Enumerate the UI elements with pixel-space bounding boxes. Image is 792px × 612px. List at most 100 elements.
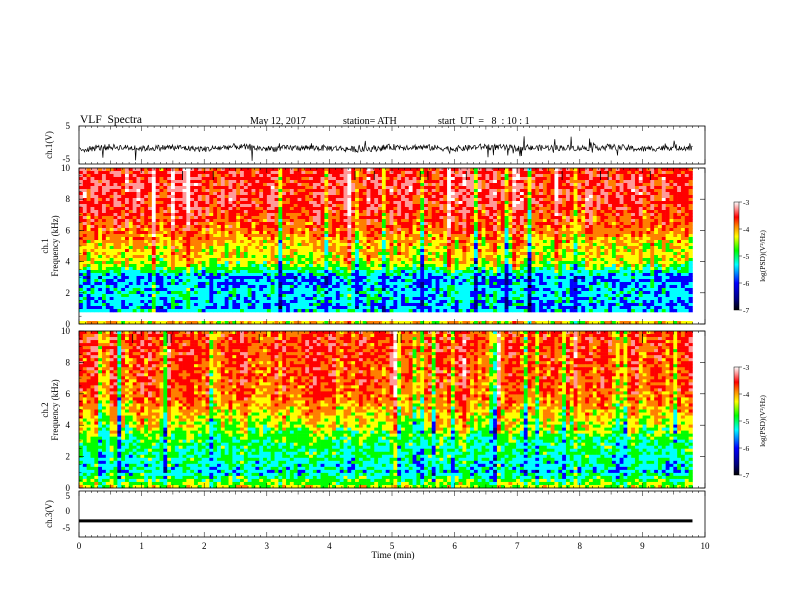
ch1-psd-cell (385, 222, 390, 226)
ch1-psd-cell (427, 222, 433, 226)
ch1-psd-cell (680, 213, 686, 217)
ch1-psd-cell (546, 246, 551, 250)
ch1-psd-cell (102, 183, 107, 187)
ch1-psd-cell (132, 240, 137, 244)
ch1-psd-cell (412, 180, 417, 184)
ch1-psd-cell (213, 234, 218, 238)
ch1-psd-cell (389, 231, 394, 235)
ch1-psd-cell (320, 201, 325, 205)
ch1-psd-cell (293, 255, 298, 259)
ch1-psd-cell (255, 216, 260, 220)
ch1-psd-cell (508, 234, 513, 238)
ch1-psd-cell (316, 240, 321, 244)
ch1-psd-cell (136, 180, 141, 184)
ch1-psd-cell (117, 243, 122, 247)
ch1-psd-cell (278, 255, 283, 259)
ch1-psd-cell (324, 246, 329, 250)
ch1-psd-cell (416, 243, 421, 247)
ch1-psd-cell (274, 255, 279, 259)
ch1-psd-cell (424, 207, 429, 211)
ch1-psd-cell (197, 198, 202, 202)
ch1-psd-cell (673, 189, 678, 193)
ch1-psd-cell (297, 252, 302, 256)
ch1-psd-cell (608, 168, 613, 172)
ch1-psd-cell (408, 225, 413, 229)
ch1-psd-cell (362, 168, 367, 172)
ch1-psd-cell (178, 171, 183, 175)
ch1-psd-cell (286, 192, 291, 196)
ch1-psd-cell (481, 255, 486, 259)
ch1-psd-cell (335, 222, 341, 226)
ch1-psd-cell (542, 183, 548, 187)
ch1-psd-cell (558, 168, 563, 172)
ch1-psd-cell (282, 222, 287, 226)
ch1-psd-cell (531, 195, 536, 199)
ch1-psd-cell (109, 216, 114, 220)
ch1-psd-cell (573, 255, 578, 259)
ch1-psd-cell (404, 189, 410, 193)
ch1-psd-cell (247, 201, 252, 205)
ch1-psd-cell (431, 189, 436, 193)
ch1-psd-cell (140, 213, 145, 217)
ch1-psd-cell (209, 255, 214, 259)
ch1-psd-cell (657, 177, 663, 181)
ch1-psd-cell (604, 249, 609, 253)
ch1-psd-cell (531, 252, 536, 256)
ch1-psd-cell (155, 252, 160, 256)
ch1-psd-cell (496, 189, 502, 193)
ch1-psd-cell (316, 225, 321, 229)
ch1-psd-cell (638, 186, 643, 190)
ch1-psd-cell (167, 234, 172, 238)
ch1-psd-cell (266, 180, 272, 184)
ch1-psd-cell (190, 234, 195, 238)
ch1-psd-cell (527, 183, 532, 187)
ch1-psd-cell (213, 222, 218, 226)
ch1-psd-cell (458, 204, 463, 208)
ch1-psd-cell (485, 195, 490, 199)
ch1-psd-cell (401, 180, 406, 184)
ch1-psd-cell (370, 207, 375, 211)
ch1-psd-cell (608, 177, 613, 181)
ch1-psd-cell (408, 186, 413, 190)
ch1-psd-cell (688, 240, 693, 244)
ch1-psd-cell (332, 243, 337, 247)
ch1-psd-cell (669, 228, 674, 232)
ch1-psd-cell (600, 201, 605, 205)
ch1-psd-cell (266, 198, 272, 202)
ch1-psd-cell (550, 252, 555, 256)
ch1-psd-cell (343, 216, 348, 220)
ch1-psd-cell (684, 195, 689, 199)
ch1-psd-cell (278, 246, 283, 250)
ch1-psd-cell (615, 234, 620, 238)
ch1-psd-cell (665, 192, 670, 196)
ch1-psd-cell (240, 189, 245, 193)
ch1-psd-cell (619, 189, 624, 193)
ch1-psd-cell (512, 246, 517, 250)
ch1-psd-cell (420, 183, 425, 187)
ch1-psd-cell (581, 210, 586, 214)
ch1-psd-cell (435, 252, 440, 256)
ch1-psd-cell (155, 213, 160, 217)
ch1-psd-cell (297, 246, 302, 250)
ch1-psd-cell (98, 186, 103, 190)
ch1-psd-cell (669, 222, 674, 226)
ch1-psd-cell (339, 255, 344, 259)
ch1-psd-cell (274, 186, 279, 190)
ch1-psd-cell (431, 198, 436, 202)
ch1-psd-cell (454, 198, 459, 202)
ch1-psd-cell (113, 192, 118, 196)
ch1-psd-cell (159, 228, 164, 232)
ch1-psd-cell (619, 168, 624, 172)
ch1-psd-cell (102, 222, 107, 226)
ch1-psd-cell (408, 249, 413, 253)
ch1-psd-cell (370, 201, 375, 205)
ch1-psd-cell (366, 201, 371, 205)
ch1-psd-cell (98, 249, 103, 253)
ch1-psd-cell (148, 189, 153, 193)
ch1-psd-cell (259, 198, 264, 202)
ch1-psd-cell (619, 237, 624, 241)
ch1-psd-cell (247, 228, 252, 232)
ch1-psd-cell (634, 216, 640, 220)
ch1-psd-cell (470, 210, 475, 214)
ch1-psd-cell (374, 240, 379, 244)
